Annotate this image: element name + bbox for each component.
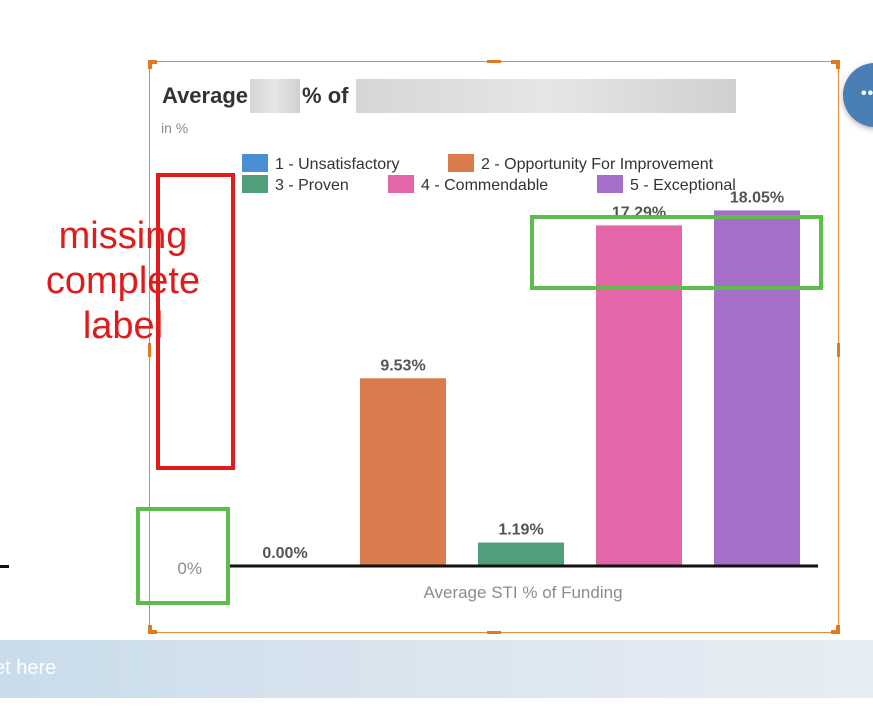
- resize-handle-bottom-left[interactable]: [148, 630, 157, 634]
- bar-4: [596, 225, 682, 566]
- resize-handle-top-right-v[interactable]: [836, 60, 840, 69]
- more-options-button[interactable]: ••: [843, 63, 873, 127]
- title-mid: % of: [302, 83, 349, 108]
- annotation-note-line-2: complete: [45, 260, 201, 302]
- bar-5: [714, 210, 800, 567]
- redacted-title-part: [250, 79, 301, 113]
- annotation-note-line-3: label: [82, 305, 164, 347]
- resize-handle-bottom-right[interactable]: [831, 630, 840, 634]
- legend-swatch-5: [597, 175, 623, 193]
- redacted-title-suffix: [356, 79, 737, 113]
- legend-swatch-2: [448, 154, 474, 172]
- legend-label-1: 1 - Unsatisfactory: [275, 156, 399, 173]
- annotation-note-line-1: missing: [58, 215, 188, 257]
- annotation-missing-label-box: [156, 173, 235, 470]
- legend-swatch-3: [242, 175, 268, 193]
- resize-handle-top-left-v[interactable]: [148, 60, 152, 69]
- bar-chart: 1 - Unsatisfactory 2 - Opportunity For Im…: [177, 154, 818, 602]
- legend-swatch-1: [242, 154, 268, 172]
- chart-widget[interactable]: Average % of in % 1 - Unsatisfactory 2 - …: [148, 60, 840, 634]
- data-label-3: 1.19%: [498, 522, 543, 539]
- resize-handle-bottom-right-v[interactable]: [836, 625, 840, 634]
- annotation-zero-tick-box: [136, 507, 230, 605]
- resize-handle-bottom[interactable]: [487, 631, 501, 634]
- legend-label-4: 4 - Commendable: [421, 177, 548, 194]
- chart-unit: in %: [161, 120, 189, 136]
- resize-handle-bottom-left-v[interactable]: [148, 625, 152, 634]
- resize-handle-left[interactable]: [148, 343, 151, 357]
- annotation-value-labels-box: [530, 215, 823, 290]
- resize-handle-top[interactable]: [487, 60, 501, 63]
- legend-label-2: 2 - Opportunity For Improvement: [481, 156, 714, 173]
- legend-label-3: 3 - Proven: [275, 177, 349, 194]
- resize-handle-right[interactable]: [837, 343, 840, 357]
- chart-title: Average % of: [162, 79, 737, 113]
- resize-handle-top-left[interactable]: [148, 60, 157, 64]
- bar-3: [478, 542, 564, 566]
- y-tick-label-0: 0%: [177, 559, 202, 578]
- data-label-2: 9.53%: [380, 357, 425, 374]
- chat-input-placeholder: et here: [0, 657, 57, 679]
- left-axis-fragment: [0, 565, 9, 568]
- legend-label-5: 5 - Exceptional: [630, 177, 736, 194]
- data-label-1: 0.00%: [262, 545, 307, 562]
- annotation-note: missing complete label: [28, 214, 218, 349]
- data-label-5: 18.05%: [730, 189, 784, 206]
- legend-swatch-4: [388, 175, 414, 193]
- chat-input-bar[interactable]: et here: [0, 640, 873, 698]
- bar-2: [360, 378, 446, 566]
- title-prefix: Average: [162, 83, 249, 108]
- resize-handle-top-right[interactable]: [831, 60, 840, 64]
- more-dots-icon: ••: [861, 85, 873, 102]
- x-axis-title: Average STI % of Funding: [423, 583, 622, 602]
